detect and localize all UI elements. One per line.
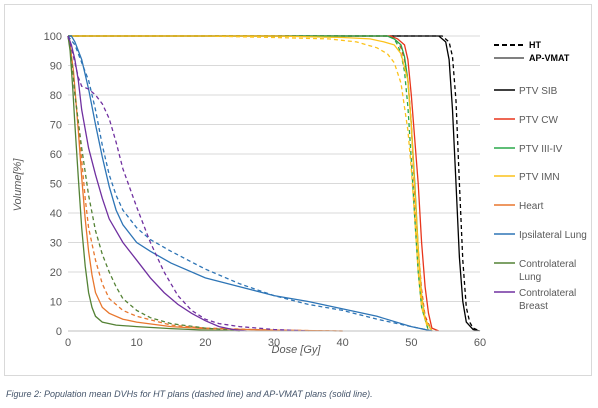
figure-caption: Figure 2: Population mean DVHs for HT pl…	[6, 389, 373, 399]
y-tick-label: 70	[50, 120, 62, 132]
x-tick-label: 40	[337, 337, 349, 349]
legend-label-ht: HT	[529, 40, 541, 50]
series-vmat-ipsilateral-lung	[68, 35, 433, 332]
y-axis-title: Volume[%]	[12, 158, 24, 212]
series-vmat-heart	[67, 35, 343, 332]
y-tick-label: 50	[50, 179, 62, 191]
series-vmat-controlateral-lung	[67, 35, 240, 332]
legend-label-controlateral-breast: Controlateral Breast	[519, 288, 576, 312]
y-tick-label: 30	[50, 238, 62, 250]
figure-frame: 0 10 20 30 40 50 60 70 80 90 100 0 10 20 30 40 50 60 Dose…	[4, 4, 592, 376]
series-ht-controlateral-breast	[67, 35, 309, 332]
series-vmat-ptv-imn	[68, 35, 433, 332]
y-tick-label: 20	[50, 267, 62, 279]
legend-label-ap-vmat: AP-VMAT	[529, 53, 570, 63]
series-layer	[67, 35, 481, 332]
legend-label-ptv-iii-iv: PTV III-IV	[519, 144, 563, 155]
y-tick-label: 10	[50, 297, 62, 309]
y-tick-label: 0	[56, 326, 62, 338]
y-tick-label: 100	[44, 31, 62, 43]
series-vmat-ptv-cw	[68, 35, 440, 332]
legend-label-ptv-sib: PTV SIB	[519, 86, 558, 97]
legend-label-ptv-imn: PTV IMN	[519, 172, 560, 183]
x-axis-title: Dose [Gy]	[272, 344, 322, 356]
x-tick-label: 50	[405, 337, 417, 349]
legend: HT AP-VMAT PTV SIB PTV CW PTV III-IV PTV IMN H…	[494, 40, 587, 312]
y-tick-label: 80	[50, 90, 62, 102]
legend-label-controlateral-lung: Controlateral Lung	[519, 259, 576, 283]
y-tick-label: 90	[50, 61, 62, 73]
series-ht-ptv-sib	[68, 35, 481, 332]
y-tick-label: 60	[50, 149, 62, 161]
x-tick-label: 30	[268, 337, 280, 349]
dvh-chart: 0 10 20 30 40 50 60 70 80 90 100 0 10 20 30 40 50 60 Dose…	[12, 31, 587, 356]
legend-label-heart: Heart	[519, 201, 544, 212]
x-tick-label: 10	[131, 337, 143, 349]
x-tick-label: 0	[65, 337, 71, 349]
legend-label-ptv-cw: PTV CW	[519, 115, 558, 126]
x-tick-label: 20	[199, 337, 211, 349]
series-ht-ptv-imn	[68, 35, 430, 332]
series-vmat-ptv-sib	[68, 35, 481, 332]
series-ht-ipsilateral-lung	[67, 35, 433, 332]
series-vmat-controlateral-breast	[67, 35, 247, 332]
legend-label-ipsilateral-lung: Ipsilateral Lung	[519, 230, 587, 241]
y-tick-label: 40	[50, 208, 62, 220]
axis-layer: 0 10 20 30 40 50 60 70 80 90 100 0 10 20 30 40 50 60	[44, 31, 486, 349]
x-tick-label: 60	[474, 337, 486, 349]
